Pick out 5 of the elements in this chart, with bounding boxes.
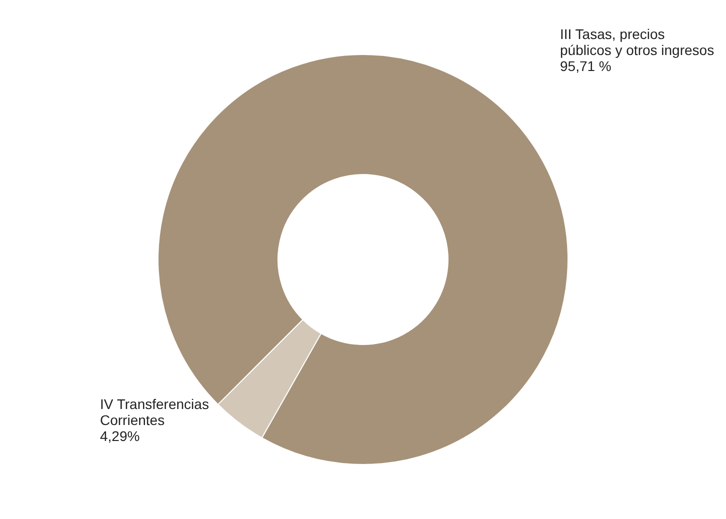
data-label: 4,29% <box>100 428 140 444</box>
slice-label: IV Transferencias Corrientes <box>100 396 209 428</box>
donut-slice <box>218 319 322 438</box>
slice-label: III Tasas, precios públicos y otros ingresos <box>560 26 714 58</box>
data-label: 95,71 % <box>560 58 612 74</box>
